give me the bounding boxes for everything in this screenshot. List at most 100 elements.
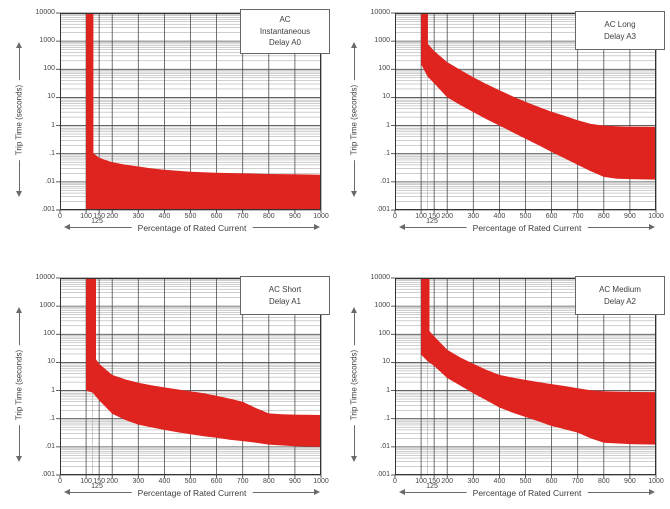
x-axis-label: Percentage of Rated Current: [131, 487, 253, 498]
x-tick-label: 300: [467, 213, 480, 220]
y-tick-label: 1: [386, 121, 390, 129]
y-tick-label: .01: [45, 442, 55, 450]
title-line: Delay A2: [603, 296, 637, 306]
x-axis-double-arrow: 125 Percentage of Rated Current: [64, 483, 320, 498]
y-tick-label: 1000: [374, 302, 390, 310]
x-tick-label: 400: [158, 213, 171, 220]
x-annotation-125: 125: [91, 218, 103, 225]
title-line: Delay A0: [268, 38, 302, 48]
arrow-up-icon: [351, 42, 357, 48]
x-tick-label: 700: [236, 478, 249, 485]
y-axis-label: Trip Time (seconds): [349, 79, 359, 160]
arrow-up-icon: [16, 307, 22, 313]
chart-title-box: AC Instantaneous Delay A0: [240, 9, 330, 54]
x-tick-label: 100: [80, 213, 92, 220]
x-tick-label: 700: [571, 213, 584, 220]
arrow-right-icon: [649, 224, 655, 230]
x-tick-label: 900: [624, 213, 636, 220]
x-tick-label: 0: [393, 478, 397, 485]
arrow-down-icon: [16, 456, 22, 462]
x-tick-label: 200: [106, 213, 119, 220]
title-line: AC Medium: [599, 285, 641, 294]
x-tick-label: 150: [428, 478, 440, 485]
x-tick-label: 100: [415, 478, 427, 485]
arrow-right-icon: [649, 489, 655, 495]
y-tick-label: 100: [43, 65, 55, 73]
y-tick-label: .01: [380, 442, 390, 450]
title-line: Delay A1: [268, 296, 302, 306]
plot-area: [391, 277, 657, 478]
x-tick-label: 0: [393, 213, 397, 220]
x-annotation-125: 125: [91, 483, 103, 490]
x-tick-label: 1000: [648, 213, 664, 220]
x-tick-label: 300: [467, 478, 480, 485]
x-tick-label: 0: [58, 213, 62, 220]
y-tick-label: .001: [41, 471, 55, 478]
x-tick-label: 200: [106, 478, 119, 485]
y-tick-label: 1000: [39, 37, 55, 45]
x-axis-label: Percentage of Rated Current: [131, 222, 253, 233]
x-tick-label: 1000: [648, 478, 664, 485]
x-axis-double-arrow: 125 Percentage of Rated Current: [399, 218, 655, 233]
y-tick-label: .001: [41, 206, 55, 213]
arrow-up-icon: [16, 42, 22, 48]
trip-band: [86, 278, 321, 447]
x-tick-label: 300: [132, 213, 145, 220]
y-tick-label: .001: [376, 206, 390, 213]
y-tick-label: 10: [47, 93, 55, 101]
y-tick-label: 10: [382, 93, 390, 101]
y-tick-label: 10: [382, 358, 390, 366]
title-line: AC Long: [604, 20, 636, 29]
x-tick-label: 0: [58, 478, 62, 485]
arrow-up-icon: [351, 307, 357, 313]
y-tick-label: 100: [378, 65, 390, 73]
chart-ac-medium-a2: Trip Time (seconds) AC Medium Delay A2 1…: [335, 265, 670, 509]
x-tick-label: 900: [289, 213, 301, 220]
y-axis-double-arrow: Trip Time (seconds): [13, 42, 25, 197]
y-tick-label: .1: [49, 149, 55, 157]
x-tick-label: 700: [571, 478, 584, 485]
x-axis-label: Percentage of Rated Current: [466, 487, 588, 498]
arrow-right-icon: [314, 224, 320, 230]
y-tick-label: 10000: [35, 9, 55, 16]
y-tick-label: .01: [380, 177, 390, 185]
y-axis-label: Trip Time (seconds): [14, 344, 24, 425]
x-tick-label: 800: [597, 478, 610, 485]
x-annotation-125: 125: [426, 218, 438, 225]
x-tick-label: 200: [441, 478, 454, 485]
y-tick-label: 10: [47, 358, 55, 366]
x-tick-label: 400: [158, 478, 171, 485]
title-line: Delay A3: [603, 31, 637, 41]
y-tick-label: 10000: [370, 274, 390, 281]
title-line: AC Short: [268, 285, 302, 294]
x-tick-label: 600: [545, 213, 558, 220]
y-axis-double-arrow: Trip Time (seconds): [348, 307, 360, 462]
x-tick-label: 200: [441, 213, 454, 220]
chart-ac-short-a1: Trip Time (seconds) AC Short Delay A1 12…: [0, 265, 335, 509]
chart-title-box: AC Medium Delay A2: [575, 276, 665, 316]
y-tick-label: 10000: [35, 274, 55, 281]
x-tick-label: 800: [262, 478, 275, 485]
x-tick-label: 400: [493, 213, 506, 220]
x-tick-label: 100: [80, 478, 92, 485]
x-annotation-125: 125: [426, 483, 438, 490]
y-tick-label: 1: [386, 386, 390, 394]
x-tick-label: 900: [624, 478, 636, 485]
y-tick-label: .1: [384, 149, 390, 157]
y-axis-double-arrow: Trip Time (seconds): [348, 42, 360, 197]
x-tick-label: 1000: [313, 213, 329, 220]
x-tick-label: 150: [93, 478, 105, 485]
x-tick-label: 150: [428, 213, 440, 220]
y-axis-double-arrow: Trip Time (seconds): [13, 307, 25, 462]
x-tick-label: 500: [519, 478, 532, 485]
chart-ac-long-a3: Trip Time (seconds) AC Long Delay A3 125…: [335, 0, 670, 244]
x-tick-label: 700: [236, 213, 249, 220]
x-tick-label: 600: [545, 478, 558, 485]
y-axis-label: Trip Time (seconds): [14, 79, 24, 160]
y-tick-label: 1: [51, 386, 55, 394]
x-tick-label: 100: [415, 213, 427, 220]
chart-title-box: AC Long Delay A3: [575, 11, 665, 51]
arrow-left-icon: [64, 224, 70, 230]
x-tick-label: 500: [184, 213, 197, 220]
plot-area: [56, 12, 322, 213]
